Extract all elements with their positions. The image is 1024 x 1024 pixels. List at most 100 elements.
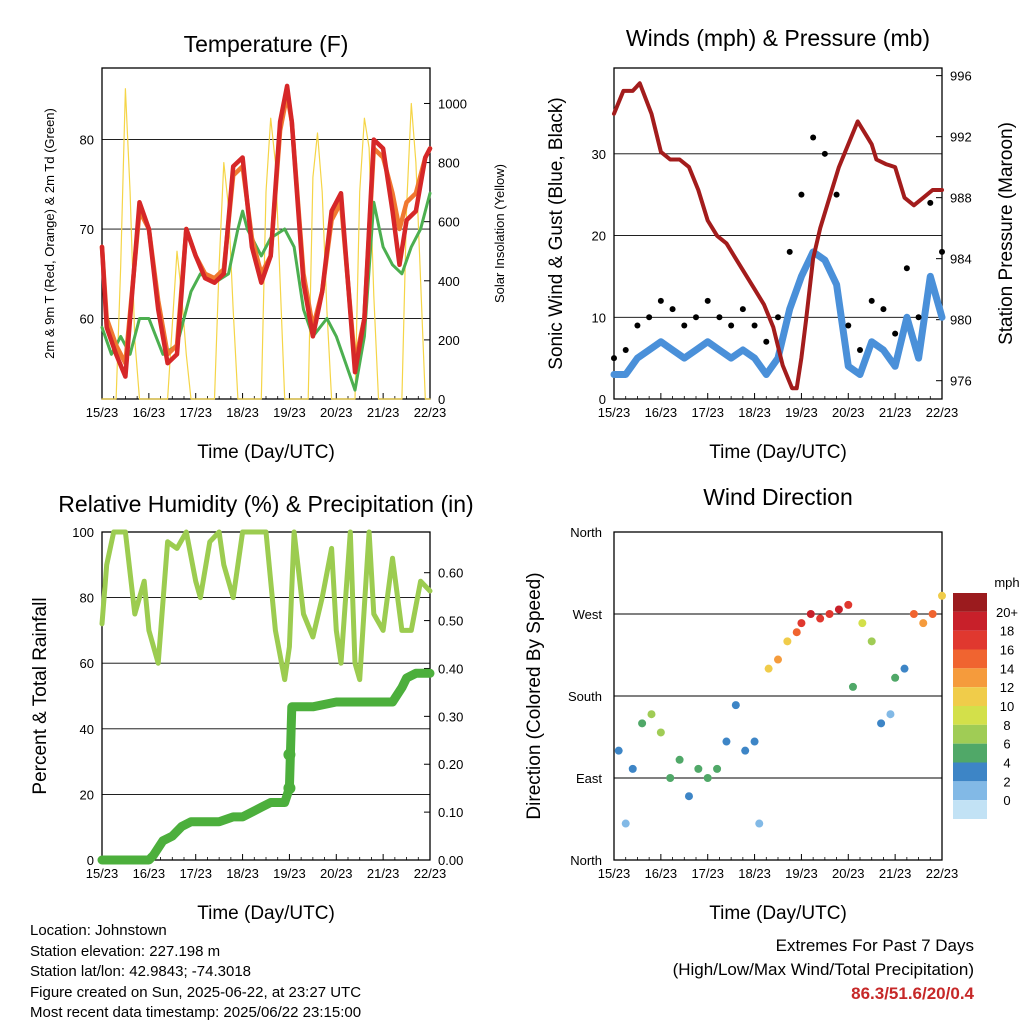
direction-point bbox=[792, 628, 801, 637]
direction-point bbox=[731, 701, 740, 710]
direction-point bbox=[684, 792, 693, 801]
x-tick-label: 17/23 bbox=[691, 866, 724, 881]
direction-point bbox=[928, 610, 937, 618]
x-tick-label: 18/23 bbox=[738, 866, 771, 881]
x-tick-label: 19/23 bbox=[273, 866, 306, 881]
y2-tick-label: 1000 bbox=[438, 96, 467, 111]
chart-title: Wind Direction bbox=[703, 484, 853, 510]
y2-tick-label: 200 bbox=[438, 333, 460, 348]
colorbar-label: 0 bbox=[1003, 793, 1010, 808]
x-tick-label: 22/23 bbox=[414, 405, 447, 420]
series-relative-humidity bbox=[99, 529, 433, 683]
direction-point bbox=[886, 710, 895, 719]
colorbar-label: 18 bbox=[1000, 624, 1014, 639]
y-tick-label: East bbox=[576, 771, 602, 786]
y2-tick-label: 992 bbox=[950, 130, 972, 145]
series-total-rainfall bbox=[97, 668, 435, 865]
y2-tick-label: 984 bbox=[950, 252, 972, 267]
y-axis-label: Direction (Colored By Speed) bbox=[524, 572, 545, 819]
gust-point bbox=[810, 134, 817, 141]
info-created: Figure created on Sun, 2025-06-22, at 23… bbox=[30, 983, 362, 1001]
gust-point bbox=[833, 191, 840, 198]
info-location: Location: Johnstown bbox=[30, 922, 167, 939]
gust-point bbox=[880, 306, 887, 313]
direction-point bbox=[647, 710, 656, 719]
colorbar-swatch bbox=[953, 630, 987, 650]
gust-point bbox=[646, 314, 653, 321]
x-tick-label: 22/23 bbox=[926, 866, 959, 881]
x-tick-label: 16/23 bbox=[645, 405, 678, 420]
x-tick-label: 18/23 bbox=[226, 405, 259, 420]
extremes-subtitle: (High/Low/Max Wind/Total Precipitation) bbox=[672, 960, 974, 979]
y-tick-label: 40 bbox=[80, 722, 94, 737]
direction-point bbox=[694, 764, 703, 773]
x-tick-label: 16/23 bbox=[133, 405, 166, 420]
direction-point bbox=[900, 664, 909, 673]
y-tick-label: 70 bbox=[80, 222, 94, 237]
y-tick-label: 10 bbox=[592, 310, 606, 325]
gust-point bbox=[681, 322, 688, 329]
x-tick-label: 15/23 bbox=[86, 866, 119, 881]
direction-point bbox=[834, 605, 843, 614]
y-axis-label: 2m & 9m T (Red, Orange) & 2m Td (Green) bbox=[42, 108, 57, 359]
direction-point bbox=[703, 774, 712, 782]
y2-tick-label: 0.40 bbox=[438, 661, 463, 676]
colorbar-label: 6 bbox=[1003, 737, 1010, 752]
direction-point bbox=[891, 673, 900, 682]
direction-point bbox=[713, 764, 722, 773]
direction-point bbox=[867, 637, 876, 646]
x-tick-label: 15/23 bbox=[86, 405, 119, 420]
colorbar-swatch bbox=[953, 611, 987, 631]
direction-point bbox=[938, 591, 946, 600]
x-tick-label: 18/23 bbox=[226, 866, 259, 881]
y-tick-label: North bbox=[570, 853, 602, 868]
y2-tick-label: 800 bbox=[438, 156, 460, 171]
extremes-title: Extremes For Past 7 Days bbox=[775, 936, 974, 955]
series-2m-t bbox=[99, 83, 433, 379]
y-tick-label: 100 bbox=[72, 525, 94, 540]
direction-point bbox=[816, 614, 825, 623]
extremes-values: 86.3/51.6/20/0.4 bbox=[851, 984, 974, 1003]
y-tick-label: 80 bbox=[80, 133, 94, 148]
chart-panel-2: Winds (mph) & Pressure (mb) 15/23 16/23 17/… bbox=[546, 25, 1017, 463]
y2-tick-label: 0.10 bbox=[438, 805, 463, 820]
direction-point bbox=[774, 655, 782, 664]
y-tick-label: 80 bbox=[80, 591, 94, 606]
direction-point bbox=[638, 719, 647, 728]
gust-point bbox=[751, 322, 758, 329]
x-tick-label: 20/23 bbox=[320, 405, 353, 420]
gust-point bbox=[775, 314, 781, 321]
direction-point bbox=[675, 755, 684, 764]
y2-tick-label: 0 bbox=[438, 392, 445, 407]
x-tick-label: 22/23 bbox=[926, 405, 959, 420]
station-info: Location: Johnstown Station elevation: 2… bbox=[30, 921, 361, 1024]
x-tick-label: 18/23 bbox=[738, 405, 771, 420]
x-tick-label: 21/23 bbox=[367, 866, 400, 881]
series-pressure bbox=[612, 81, 944, 391]
x-tick-label: 20/23 bbox=[320, 866, 353, 881]
x-tick-label: 17/23 bbox=[179, 866, 212, 881]
colorbar-label: 10 bbox=[1000, 699, 1014, 714]
colorbar-swatch bbox=[953, 593, 987, 612]
x-tick-label: 20/23 bbox=[832, 405, 865, 420]
gust-point bbox=[693, 314, 699, 321]
direction-point bbox=[909, 610, 918, 618]
y-tick-label: 0 bbox=[599, 392, 606, 407]
direction-point bbox=[614, 746, 623, 755]
colorbar-swatch bbox=[953, 668, 987, 688]
y2-tick-label: 980 bbox=[950, 313, 972, 328]
direction-point bbox=[666, 774, 675, 782]
x-tick-label: 15/23 bbox=[598, 866, 631, 881]
y2-tick-label: 0.00 bbox=[438, 853, 463, 868]
gust-point bbox=[927, 199, 934, 206]
x-tick-label: 17/23 bbox=[179, 405, 212, 420]
y-tick-label: 60 bbox=[80, 311, 94, 326]
chart-title: Temperature (F) bbox=[184, 31, 349, 57]
direction-point bbox=[844, 600, 853, 609]
x-tick-label: 20/23 bbox=[832, 866, 865, 881]
direction-point bbox=[621, 819, 630, 828]
chart-title: Relative Humidity (%) & Precipitation (i… bbox=[58, 491, 473, 517]
colorbar-label: 8 bbox=[1003, 718, 1010, 733]
chart-title: Winds (mph) & Pressure (mb) bbox=[626, 25, 930, 51]
colorbar-label: 2 bbox=[1003, 774, 1010, 789]
